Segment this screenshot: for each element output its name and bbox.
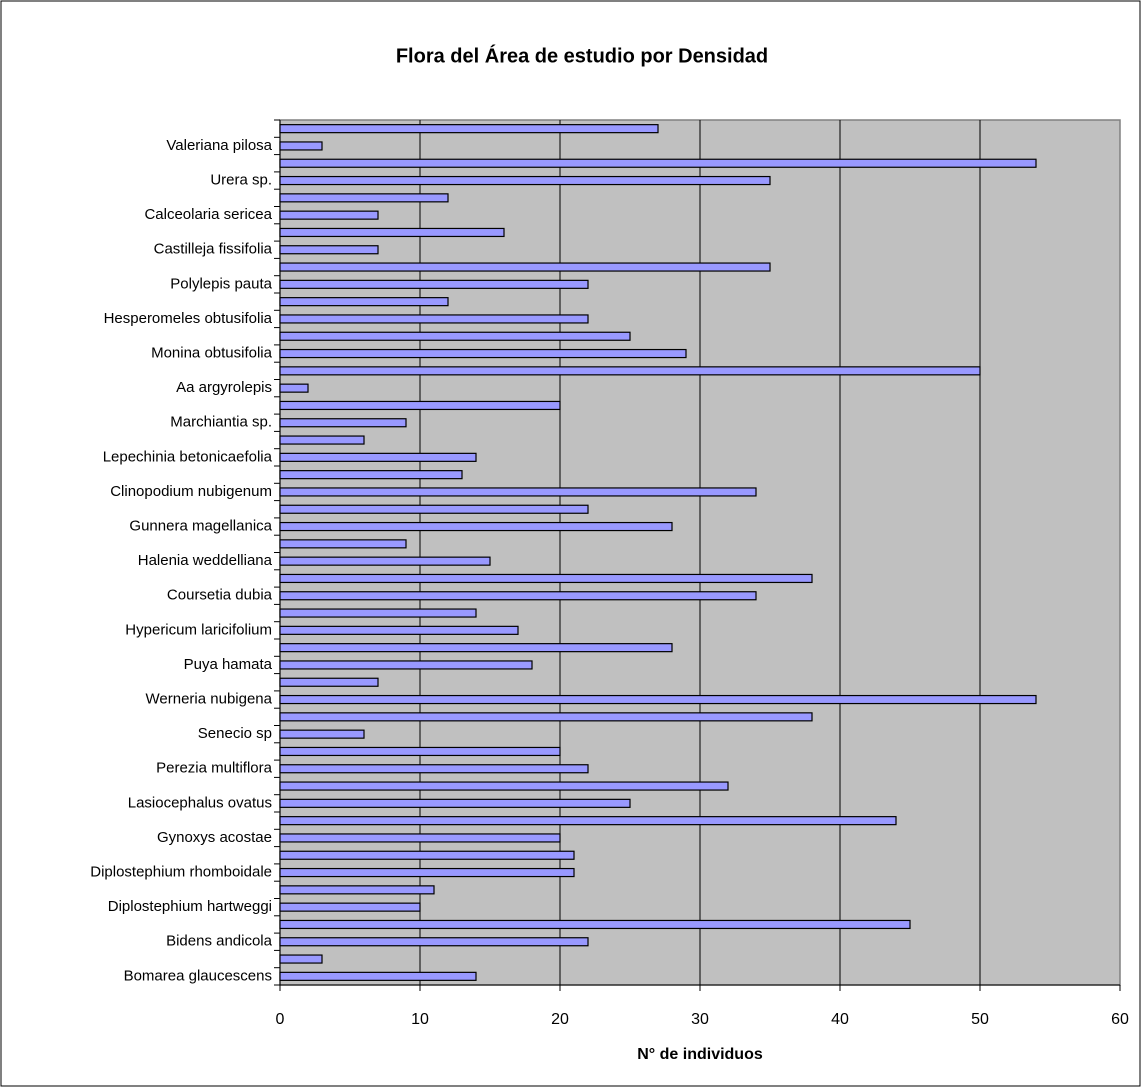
y-tick-label: Senecio sp [198,725,272,742]
bar [279,660,533,670]
bar [279,435,365,445]
bar [279,833,561,843]
bar [279,850,575,860]
x-tick-label: 20 [551,1011,569,1028]
bar [279,141,323,151]
bar [279,452,477,462]
bar [279,556,491,566]
bar [279,971,477,981]
chart-title: Flora del Área de estudio por Densidad [396,44,768,67]
bar [279,677,379,687]
bar [279,504,589,514]
bar [279,902,421,912]
bar [279,764,589,774]
y-tick-label: Aa argyrolepis [176,379,272,396]
bar [279,210,379,220]
bar [279,591,757,601]
bar [279,885,435,895]
y-tick-label: Urera sp. [210,172,272,189]
bar [279,573,813,584]
y-tick-label: Bidens andicola [166,933,273,950]
y-tick-label: Lasiocephalus ovatus [128,794,272,811]
x-tick-label: 30 [691,1011,709,1028]
y-tick-label: Polylepis pauta [170,275,272,292]
y-tick-label: Bomarea glaucescens [124,967,272,984]
bar [279,643,673,653]
bar [279,193,449,203]
bar [279,297,449,307]
y-tick-label: Gunnera magellanica [129,518,272,535]
bar [279,746,561,757]
y-tick-label: Castilleja fissifolia [154,241,273,258]
bar [279,798,631,808]
bar [279,383,309,393]
bar [279,262,771,272]
y-tick-label: Lepechinia betonicaefolia [103,448,273,465]
x-tick-label: 10 [411,1011,429,1028]
bar [279,625,519,635]
bar [279,158,1037,168]
bar [279,816,897,826]
bar [279,348,687,359]
bar [279,539,407,549]
y-tick-label: Werneria nubigena [146,691,273,708]
y-tick-label: Valeriana pilosa [166,137,272,154]
bar [279,227,505,238]
y-tick-label: Diplostephium hartweggi [108,898,272,915]
bar [279,314,589,324]
y-tick-label: Perezia multiflora [156,760,273,777]
y-tick-label: Clinopodium nubigenum [110,483,272,500]
bar [279,124,659,134]
y-tick-label: Gynoxys acostae [157,829,272,846]
bar [279,245,379,255]
y-tick-label: Puya hamata [184,656,273,673]
x-tick-label: 40 [831,1011,849,1028]
bar [279,608,477,618]
bar [279,729,365,739]
x-axis-label: N° de individuos [637,1046,763,1063]
y-tick-label: Monina obtusifolia [151,345,273,362]
x-tick-label: 0 [276,1011,285,1028]
x-tick-label: 60 [1111,1011,1129,1028]
bar [279,867,575,878]
bar [279,470,463,480]
y-tick-label: Marchiantia sp. [170,414,272,431]
x-tick-label: 50 [971,1011,989,1028]
y-tick-label: Hesperomeles obtusifolia [104,310,273,327]
bar [279,487,757,497]
bar [279,694,1037,705]
bar [279,919,911,930]
bar [279,175,771,186]
bar [279,521,673,532]
y-tick-label: Calceolaria sericea [144,206,272,223]
bar [279,418,407,428]
y-tick-label: Halenia weddelliana [138,552,273,569]
bar [279,937,589,947]
bar [279,331,631,341]
y-tick-label: Coursetia dubia [167,587,273,604]
bar [279,366,981,376]
bar [279,781,729,791]
bar [279,954,323,964]
bar [279,279,589,289]
bar [279,712,813,722]
bar [279,400,561,411]
y-tick-label: Hypericum laricifolium [125,621,272,638]
y-tick-label: Diplostephium rhomboidale [90,864,272,881]
